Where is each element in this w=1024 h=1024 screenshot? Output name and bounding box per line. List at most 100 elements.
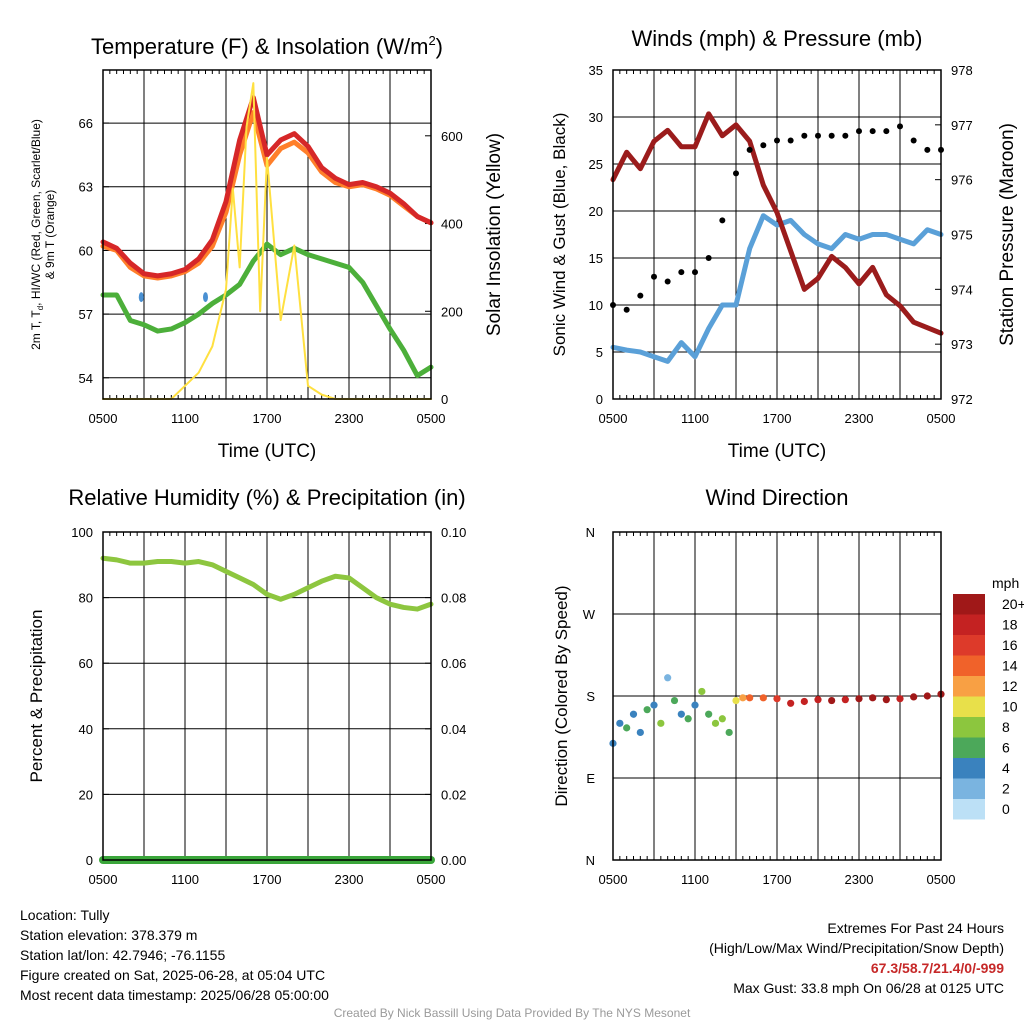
y-tick-label: 54	[79, 371, 93, 386]
colorbar-swatch	[953, 799, 985, 820]
elevation-text: Station elevation: 378.379 m	[20, 927, 198, 943]
plot-frame	[102, 531, 432, 861]
y-tick-label: E	[586, 771, 595, 786]
extremes-values: 67.3/58.7/21.4/0/-999	[870, 960, 1004, 976]
gust-point	[678, 269, 685, 276]
direction-chart: N E S W N 0500 1100 1700 2300 0500 Wind Direction D…	[552, 485, 1024, 887]
y2-tick-label: 0.04	[441, 722, 466, 737]
direction-point	[773, 695, 781, 703]
chart-title: Relative Humidity (%) & Precipitation (i…	[68, 485, 465, 510]
gust-point	[692, 269, 698, 276]
direction-point	[711, 719, 720, 727]
y2-tick-label: 977	[951, 118, 973, 133]
heat-index-mark	[138, 292, 144, 303]
y2-tick-label: 200	[441, 304, 463, 319]
colorbar-swatch	[953, 717, 985, 738]
direction-point	[623, 724, 631, 732]
colorbar-label: 10	[1002, 699, 1018, 715]
y2-tick-label: 0.00	[441, 853, 466, 868]
colorbar-swatch	[953, 594, 985, 615]
plot-frame	[102, 69, 432, 400]
y2-tick-label: 0.08	[441, 591, 466, 606]
y-tick-label: N	[586, 525, 595, 540]
x-tick-label: 2300	[845, 872, 874, 887]
y-tick-label: 20	[79, 787, 93, 802]
colorbar-label: 4	[1002, 760, 1010, 776]
station-info: Location: Tully Station elevation: 378.3…	[20, 905, 329, 1005]
y2-tick-label: 0	[441, 392, 448, 407]
y-tick-label: 100	[71, 525, 93, 540]
direction-point	[746, 694, 754, 702]
y-tick-label: 30	[589, 110, 603, 125]
gust-point	[760, 142, 767, 149]
y-tick-label: 35	[589, 63, 603, 78]
chart-title: Wind Direction	[705, 485, 848, 510]
direction-point	[896, 695, 904, 703]
direction-point	[677, 710, 685, 718]
extremes-info: Extremes For Past 24 Hours (High/Low/Max…	[709, 918, 1004, 998]
direction-point	[636, 728, 644, 737]
colorbar-swatch	[953, 737, 985, 758]
gust-point	[664, 278, 671, 285]
colorbar-label: 18	[1002, 617, 1018, 633]
colorbar-swatch	[953, 676, 985, 697]
y2-tick-label: 974	[951, 282, 973, 297]
colorbar-label: 12	[1002, 678, 1018, 694]
series-line	[610, 213, 944, 364]
x-tick-label: 1100	[171, 872, 199, 887]
y-tick-label: 60	[79, 243, 93, 258]
colorbar-label: 6	[1002, 740, 1010, 756]
x-tick-label: 0500	[599, 411, 628, 426]
direction-point	[725, 728, 733, 737]
colorbar-label: 14	[1002, 658, 1018, 674]
y-tick-label: W	[583, 607, 596, 622]
gust-point	[828, 132, 835, 139]
colorbar-label: 20+	[1002, 596, 1024, 612]
direction-point	[828, 696, 836, 705]
x-tick-label: 1700	[253, 872, 282, 887]
y-tick-label: 80	[79, 591, 93, 606]
y2-tick-label: 978	[951, 63, 973, 78]
y-tick-label: 57	[79, 307, 93, 322]
direction-point	[691, 701, 699, 709]
series-line	[100, 555, 434, 612]
x-axis-label: Time (UTC)	[728, 441, 827, 462]
direction-point	[643, 706, 651, 714]
direction-point	[664, 674, 672, 682]
y-axis-label: Sonic Wind & Gust (Blue, Black)	[550, 113, 569, 357]
direction-point	[629, 710, 638, 718]
y-tick-label: 66	[79, 116, 93, 131]
x-tick-label: 1100	[681, 411, 709, 426]
colorbar-label: 0	[1002, 801, 1010, 817]
heat-index-mark	[203, 292, 208, 303]
x-tick-label: 0500	[89, 872, 118, 887]
y-tick-label: 0	[596, 392, 603, 407]
y2-tick-label: 0.02	[441, 787, 466, 802]
gust-point	[774, 137, 780, 144]
direction-point	[855, 695, 863, 703]
y-axis-label: Direction (Colored By Speed)	[552, 585, 571, 806]
x-tick-label: 0500	[89, 411, 118, 426]
direction-point	[869, 694, 877, 702]
x-tick-label: 0500	[599, 872, 628, 887]
x-tick-label: 0500	[927, 411, 956, 426]
y-axis-label: & 9m T (Orange)	[43, 190, 57, 280]
y2-tick-label: 976	[951, 173, 973, 188]
colorbar-label: 8	[1002, 719, 1010, 735]
direction-point	[800, 697, 808, 706]
chart-title: Temperature (F) & Insolation (W/m2)	[91, 33, 443, 59]
gust-point	[733, 170, 739, 177]
direction-point	[923, 692, 931, 700]
credit-text: Created By Nick Bassill Using Data Provi…	[333, 1006, 691, 1020]
latlon-text: Station lat/lon: 42.7946; -76.1155	[20, 947, 226, 963]
x-tick-label: 0500	[417, 872, 446, 887]
direction-point	[698, 687, 706, 696]
x-tick-label: 2300	[335, 872, 364, 887]
colorbar-label: 16	[1002, 637, 1018, 653]
gust-point	[787, 137, 794, 144]
gust-point	[856, 128, 862, 135]
x-tick-label: 1700	[763, 872, 792, 887]
gust-point	[801, 132, 808, 139]
y2-tick-label: 600	[441, 129, 463, 144]
